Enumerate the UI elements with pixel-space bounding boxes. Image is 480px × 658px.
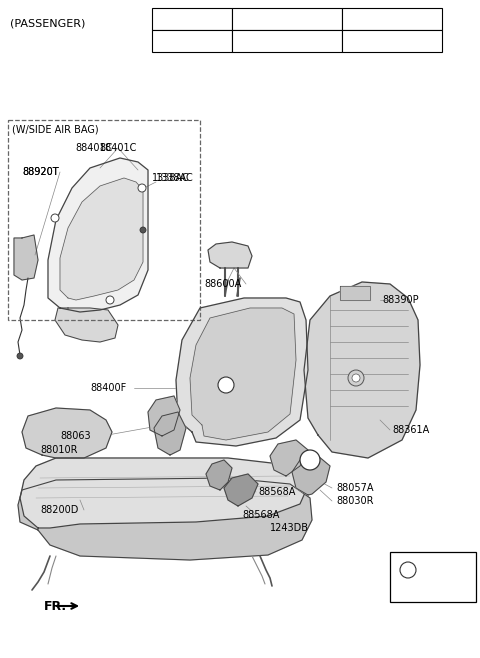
- Text: 88600A: 88600A: [204, 279, 241, 289]
- Polygon shape: [55, 308, 118, 342]
- Text: 88401C: 88401C: [99, 143, 137, 153]
- Text: CUSHION ASSY: CUSHION ASSY: [355, 36, 429, 46]
- Text: (W/SIDE AIR BAG): (W/SIDE AIR BAG): [12, 125, 98, 135]
- Text: 88361A: 88361A: [392, 425, 429, 435]
- Polygon shape: [270, 440, 308, 476]
- Polygon shape: [60, 178, 143, 300]
- Text: 88568A: 88568A: [258, 487, 295, 497]
- Text: SENSOR TYPE: SENSOR TYPE: [253, 14, 321, 24]
- Text: 88450C: 88450C: [206, 410, 243, 420]
- Polygon shape: [18, 478, 312, 560]
- Text: 88610: 88610: [206, 344, 237, 354]
- Bar: [152, 30, 232, 52]
- Text: 88067A: 88067A: [206, 423, 243, 433]
- Polygon shape: [176, 298, 308, 446]
- Text: a: a: [307, 455, 312, 465]
- Circle shape: [140, 227, 146, 233]
- Circle shape: [268, 330, 276, 338]
- Text: 88610C: 88610C: [206, 320, 243, 330]
- Text: 88401C: 88401C: [206, 356, 243, 366]
- Polygon shape: [14, 235, 38, 280]
- Text: a: a: [224, 380, 228, 390]
- Text: 88063: 88063: [60, 431, 91, 441]
- Circle shape: [348, 370, 364, 386]
- Text: 88057A: 88057A: [206, 368, 243, 378]
- Polygon shape: [154, 412, 186, 455]
- Text: 88067A: 88067A: [206, 332, 243, 342]
- Polygon shape: [148, 396, 180, 436]
- Text: 88030R: 88030R: [336, 496, 373, 506]
- Polygon shape: [304, 282, 420, 458]
- Circle shape: [352, 374, 360, 382]
- Text: 88380C: 88380C: [206, 395, 243, 405]
- Text: 88200D: 88200D: [40, 505, 78, 515]
- Polygon shape: [224, 474, 258, 506]
- Bar: [232, 8, 342, 30]
- Polygon shape: [340, 286, 370, 300]
- Text: 88920T: 88920T: [22, 167, 59, 177]
- Polygon shape: [208, 242, 252, 268]
- Bar: [342, 30, 442, 52]
- Text: 1338AC: 1338AC: [152, 173, 190, 183]
- Text: 88390P: 88390P: [382, 295, 419, 305]
- Text: 88390K: 88390K: [232, 380, 269, 390]
- Circle shape: [260, 314, 268, 322]
- Circle shape: [51, 214, 59, 222]
- Polygon shape: [190, 308, 296, 440]
- Bar: [342, 8, 442, 30]
- Text: 88400F: 88400F: [90, 383, 126, 393]
- Text: 20130927~: 20130927~: [163, 36, 221, 46]
- Circle shape: [106, 296, 114, 304]
- Text: 1243DB: 1243DB: [270, 523, 309, 533]
- Text: ASSY: ASSY: [380, 14, 404, 24]
- Text: 88401C: 88401C: [75, 143, 113, 153]
- Text: PODS: PODS: [273, 36, 300, 46]
- Polygon shape: [292, 456, 330, 495]
- Text: 88920T: 88920T: [22, 167, 59, 177]
- Text: 14915A: 14915A: [422, 565, 459, 575]
- Circle shape: [300, 450, 320, 470]
- Text: 1338AC: 1338AC: [156, 173, 194, 183]
- Text: 88057A: 88057A: [336, 483, 373, 493]
- Polygon shape: [22, 408, 112, 458]
- Polygon shape: [20, 458, 308, 528]
- Circle shape: [218, 377, 234, 393]
- Bar: [232, 30, 342, 52]
- Bar: [152, 8, 232, 30]
- Polygon shape: [206, 460, 232, 490]
- Circle shape: [138, 184, 146, 192]
- Circle shape: [17, 353, 23, 359]
- Circle shape: [400, 562, 416, 578]
- Text: 88010R: 88010R: [40, 445, 77, 455]
- Bar: [390, 552, 476, 602]
- Polygon shape: [48, 158, 148, 312]
- Text: a: a: [406, 565, 410, 574]
- Text: FR.: FR.: [44, 599, 67, 613]
- Text: (PASSENGER): (PASSENGER): [10, 18, 85, 28]
- Text: Period: Period: [177, 14, 207, 24]
- Text: 88568A: 88568A: [242, 510, 279, 520]
- Bar: [8, 120, 200, 320]
